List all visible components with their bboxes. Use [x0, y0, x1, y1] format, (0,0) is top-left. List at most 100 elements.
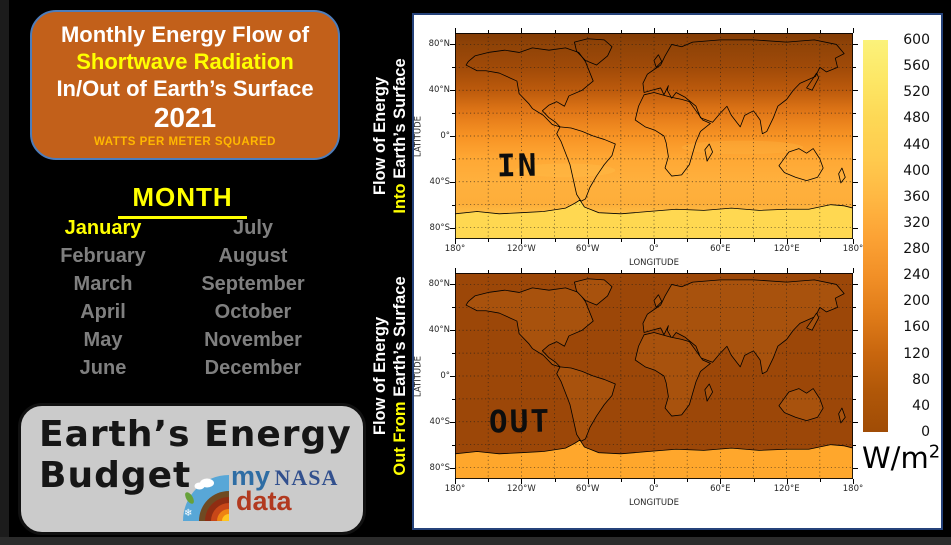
y-tick-label: 0° — [440, 371, 450, 381]
y-tickmark — [450, 330, 455, 332]
x-tickmark — [521, 28, 523, 33]
out-side-label-line2: Out From Earth’s Surface — [391, 276, 409, 476]
y-tickmark — [853, 227, 858, 229]
month-june[interactable]: June — [79, 357, 127, 379]
y-tickmark — [853, 467, 858, 469]
y-tickmark — [853, 376, 858, 377]
colorbar-unit-label: W/m2 — [862, 441, 941, 475]
y-tickmark — [853, 44, 858, 46]
y-tickmark — [452, 67, 455, 69]
colorbar-tick-label: 280 — [903, 241, 930, 258]
x-tickmark — [687, 270, 689, 273]
x-tickmark — [753, 479, 755, 482]
y-tick-label: 80°N — [428, 279, 450, 290]
colorbar-tick-label: 560 — [903, 58, 930, 75]
colorbar-tick-label: 360 — [903, 188, 930, 205]
month-may[interactable]: May — [83, 329, 123, 351]
x-tickmark — [853, 268, 854, 273]
y-tick-label: 80°N — [428, 39, 450, 50]
colorbar-tick-label: 400 — [903, 162, 930, 179]
x-tickmark — [521, 268, 523, 273]
x-tick-label: 60°W — [575, 484, 600, 494]
month-april[interactable]: April — [80, 301, 126, 323]
month-january[interactable]: January — [64, 217, 142, 239]
x-tickmark — [753, 270, 755, 273]
x-tickmark — [786, 28, 788, 33]
month-column-right: July August September October November Decemb… — [178, 214, 328, 382]
y-tickmark — [452, 307, 455, 309]
month-november[interactable]: November — [204, 329, 302, 351]
x-tickmark — [786, 479, 788, 484]
colorbar-tick-label: 600 — [903, 32, 930, 48]
y-tickmark — [853, 158, 856, 160]
brand-nasa: NASA — [274, 465, 339, 490]
y-tickmark — [853, 67, 856, 69]
x-tick-label: 60°E — [710, 484, 731, 494]
y-tickmark — [853, 353, 856, 355]
logo-title-line1: Earth’s Energy — [39, 414, 352, 455]
x-axis-title: LONGITUDE — [629, 258, 679, 268]
month-march[interactable]: March — [73, 273, 133, 295]
x-tick-label: 180° — [842, 484, 864, 494]
x-tickmark — [753, 30, 755, 33]
x-tick-label: 0° — [649, 244, 659, 254]
x-tick-label: 120°W — [506, 484, 536, 494]
x-tickmark — [654, 268, 655, 273]
x-tickmark — [786, 268, 788, 273]
x-tick-label: 0° — [649, 484, 659, 494]
colorbar-tick-label: 40 — [912, 397, 930, 414]
y-tick-label: 40°N — [428, 325, 450, 336]
x-tickmark — [786, 239, 788, 244]
month-july[interactable]: July — [232, 217, 274, 239]
y-tickmark — [853, 421, 858, 423]
x-tick-label: 60°E — [710, 244, 731, 254]
month-heading: MONTH — [75, 182, 290, 219]
x-tick-label: 180° — [444, 244, 466, 254]
month-september[interactable]: September — [201, 273, 305, 295]
my-nasa-data-globe-icon: ❄ — [181, 473, 229, 526]
colorbar-tick-label: 200 — [903, 293, 930, 310]
y-axis-title: LATITUDE — [413, 355, 424, 398]
y-tickmark — [853, 398, 856, 400]
month-heading-text: MONTH — [118, 182, 247, 219]
colorbar-tick-label: 160 — [903, 319, 930, 336]
y-tick-label: 0° — [440, 131, 450, 141]
x-tick-label: 60°W — [575, 244, 600, 254]
y-tickmark — [450, 284, 455, 286]
x-tickmark — [554, 30, 556, 33]
y-tickmark — [452, 444, 455, 446]
out-side-label-line1: Flow of Energy — [371, 316, 389, 436]
colorbar-tick-label: 0 — [921, 424, 930, 440]
x-tickmark — [620, 30, 622, 33]
x-tickmark — [819, 479, 821, 482]
x-tickmark — [687, 479, 689, 482]
x-tickmark — [819, 270, 821, 273]
y-tickmark — [450, 136, 455, 137]
earths-energy-budget-logo-box: Earth’s Energy Budget ❄ my NASA data — [18, 403, 366, 535]
month-october[interactable]: October — [214, 301, 292, 323]
y-axis-title: LATITUDE — [413, 115, 424, 158]
x-tickmark — [488, 239, 490, 242]
x-tick-label: 120°E — [773, 244, 800, 254]
x-tickmark — [654, 28, 655, 33]
title-line-1: Monthly Energy Flow of — [60, 22, 310, 47]
y-tick-label: 40°S — [429, 176, 450, 187]
x-tickmark — [853, 28, 854, 33]
x-tickmark — [488, 270, 490, 273]
x-tickmark — [455, 479, 456, 484]
x-tick-label: 120°E — [773, 484, 800, 494]
title-line-2: Shortwave Radiation — [76, 49, 294, 74]
logo-title: Earth’s Energy Budget — [39, 414, 352, 496]
out-map-overlay-label: OUT — [488, 403, 552, 441]
month-august[interactable]: August — [218, 245, 288, 267]
in-map — [455, 33, 853, 239]
x-tickmark — [819, 30, 821, 33]
y-tickmark — [853, 284, 858, 286]
x-tickmark — [554, 239, 556, 242]
month-december[interactable]: December — [204, 357, 302, 379]
x-tickmark — [853, 239, 854, 244]
colorbar-tick-label: 320 — [903, 214, 930, 231]
x-tickmark — [620, 270, 622, 273]
month-february[interactable]: February — [60, 245, 146, 267]
x-tickmark — [587, 239, 589, 244]
